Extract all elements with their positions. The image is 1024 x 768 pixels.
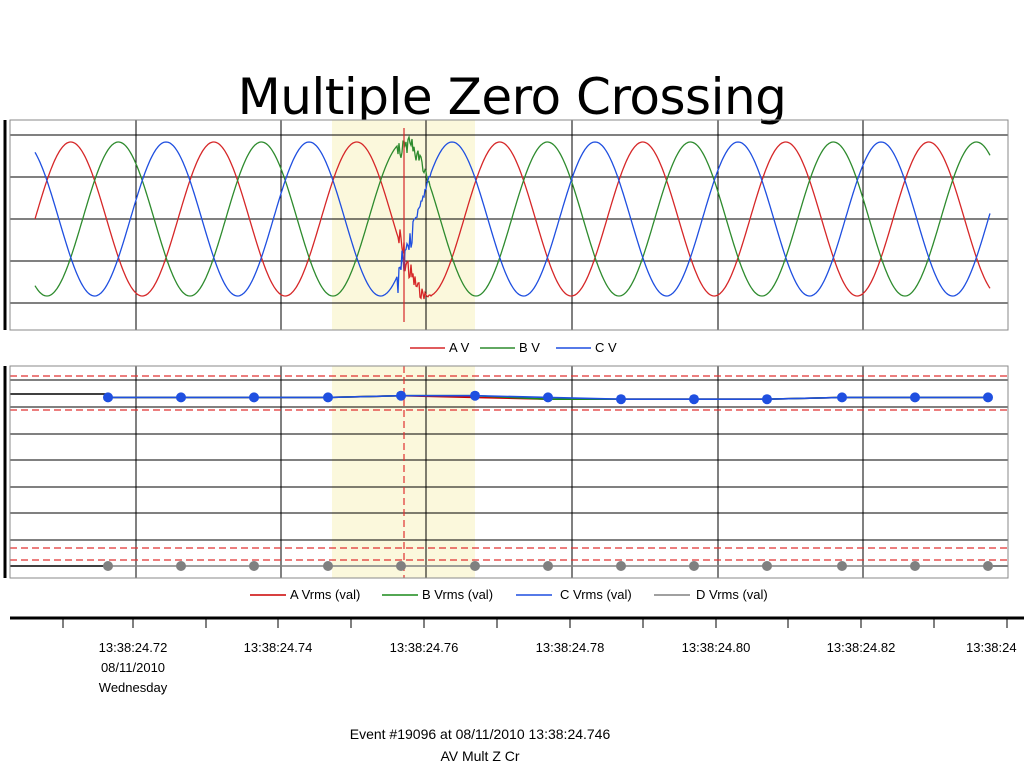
data-point-c-vrms-val-4: [323, 392, 333, 403]
slide-title: Multiple Zero Crossing: [237, 68, 787, 126]
legend-label-c-v: C V: [595, 340, 617, 355]
event-description: Event #19096 at 08/11/2010 13:38:24.746: [350, 726, 611, 742]
data-point-c-vrms-val-3: [249, 392, 259, 403]
data-point-d-vrms-val-4: [323, 561, 333, 571]
legend-label-d-vrms: D Vrms (val): [696, 587, 768, 602]
tick-label-time-5: 13:38:24.80: [682, 640, 751, 655]
legend-label-b-v: B V: [519, 340, 540, 355]
waveform-grid: [10, 120, 1008, 330]
data-point-c-vrms-val-9: [689, 394, 699, 405]
data-point-d-vrms-val-1: [103, 561, 113, 571]
data-point-d-vrms-val-9: [689, 561, 699, 571]
tick-label-date-1: 08/11/2010: [101, 660, 165, 675]
data-point-c-vrms-val-1: [103, 392, 113, 403]
tick-label-time-2: 13:38:24.74: [244, 640, 313, 655]
data-point-c-vrms-val-10: [762, 394, 772, 405]
data-point-c-vrms-val-5: [396, 390, 406, 401]
tick-label-time-1: 13:38:24.72: [99, 640, 168, 655]
data-point-c-vrms-val-12: [910, 392, 920, 403]
time-axis: 13:38:24.72 08/11/2010 Wednesday 13:38:2…: [10, 616, 1024, 695]
series-line-b-v: [34, 134, 991, 297]
data-point-d-vrms-val-12: [910, 561, 920, 571]
data-point-d-vrms-val-2: [176, 561, 186, 571]
data-point-c-vrms-val-13: [983, 392, 993, 403]
rms-legend: A Vrms (val) B Vrms (val) C Vrms (val) D…: [250, 587, 768, 602]
waveform-panel: [3, 119, 1009, 331]
waveform-series: [34, 128, 991, 322]
rms-panel: [3, 365, 1009, 579]
tick-label-time-7: 13:38:24: [966, 640, 1017, 655]
data-point-c-vrms-val-6: [470, 390, 480, 401]
tick-label-time-4: 13:38:24.78: [536, 640, 605, 655]
data-point-d-vrms-val-7: [543, 561, 553, 571]
data-point-c-vrms-val-7: [543, 392, 553, 403]
data-point-c-vrms-val-8: [616, 394, 626, 405]
legend-label-a-vrms: A Vrms (val): [290, 587, 360, 602]
tick-label-time-3: 13:38:24.76: [390, 640, 459, 655]
rms-series: [10, 390, 993, 571]
event-type: AV Mult Z Cr: [440, 748, 519, 764]
data-point-d-vrms-val-13: [983, 561, 993, 571]
data-point-c-vrms-val-2: [176, 392, 186, 403]
legend-label-c-vrms: C Vrms (val): [560, 587, 632, 602]
legend-label-a-v: A V: [449, 340, 470, 355]
tick-label-day-1: Wednesday: [99, 680, 168, 695]
legend-label-b-vrms: B Vrms (val): [422, 587, 493, 602]
data-point-d-vrms-val-5: [396, 561, 406, 571]
data-point-d-vrms-val-10: [762, 561, 772, 571]
waveform-frame: [9, 119, 1009, 331]
series-line-a-v: [34, 141, 991, 300]
data-point-d-vrms-val-8: [616, 561, 626, 571]
time-axis-ticks: [62, 618, 1008, 628]
series-line-c-v: [34, 141, 991, 297]
rms-grid: [10, 366, 1008, 578]
data-point-d-vrms-val-11: [837, 561, 847, 571]
data-point-d-vrms-val-6: [470, 561, 480, 571]
rms-frame: [9, 365, 1009, 579]
data-point-c-vrms-val-11: [837, 392, 847, 403]
waveform-legend: A V B V C V: [410, 340, 617, 355]
data-point-d-vrms-val-3: [249, 561, 259, 571]
tick-label-time-6: 13:38:24.82: [827, 640, 896, 655]
